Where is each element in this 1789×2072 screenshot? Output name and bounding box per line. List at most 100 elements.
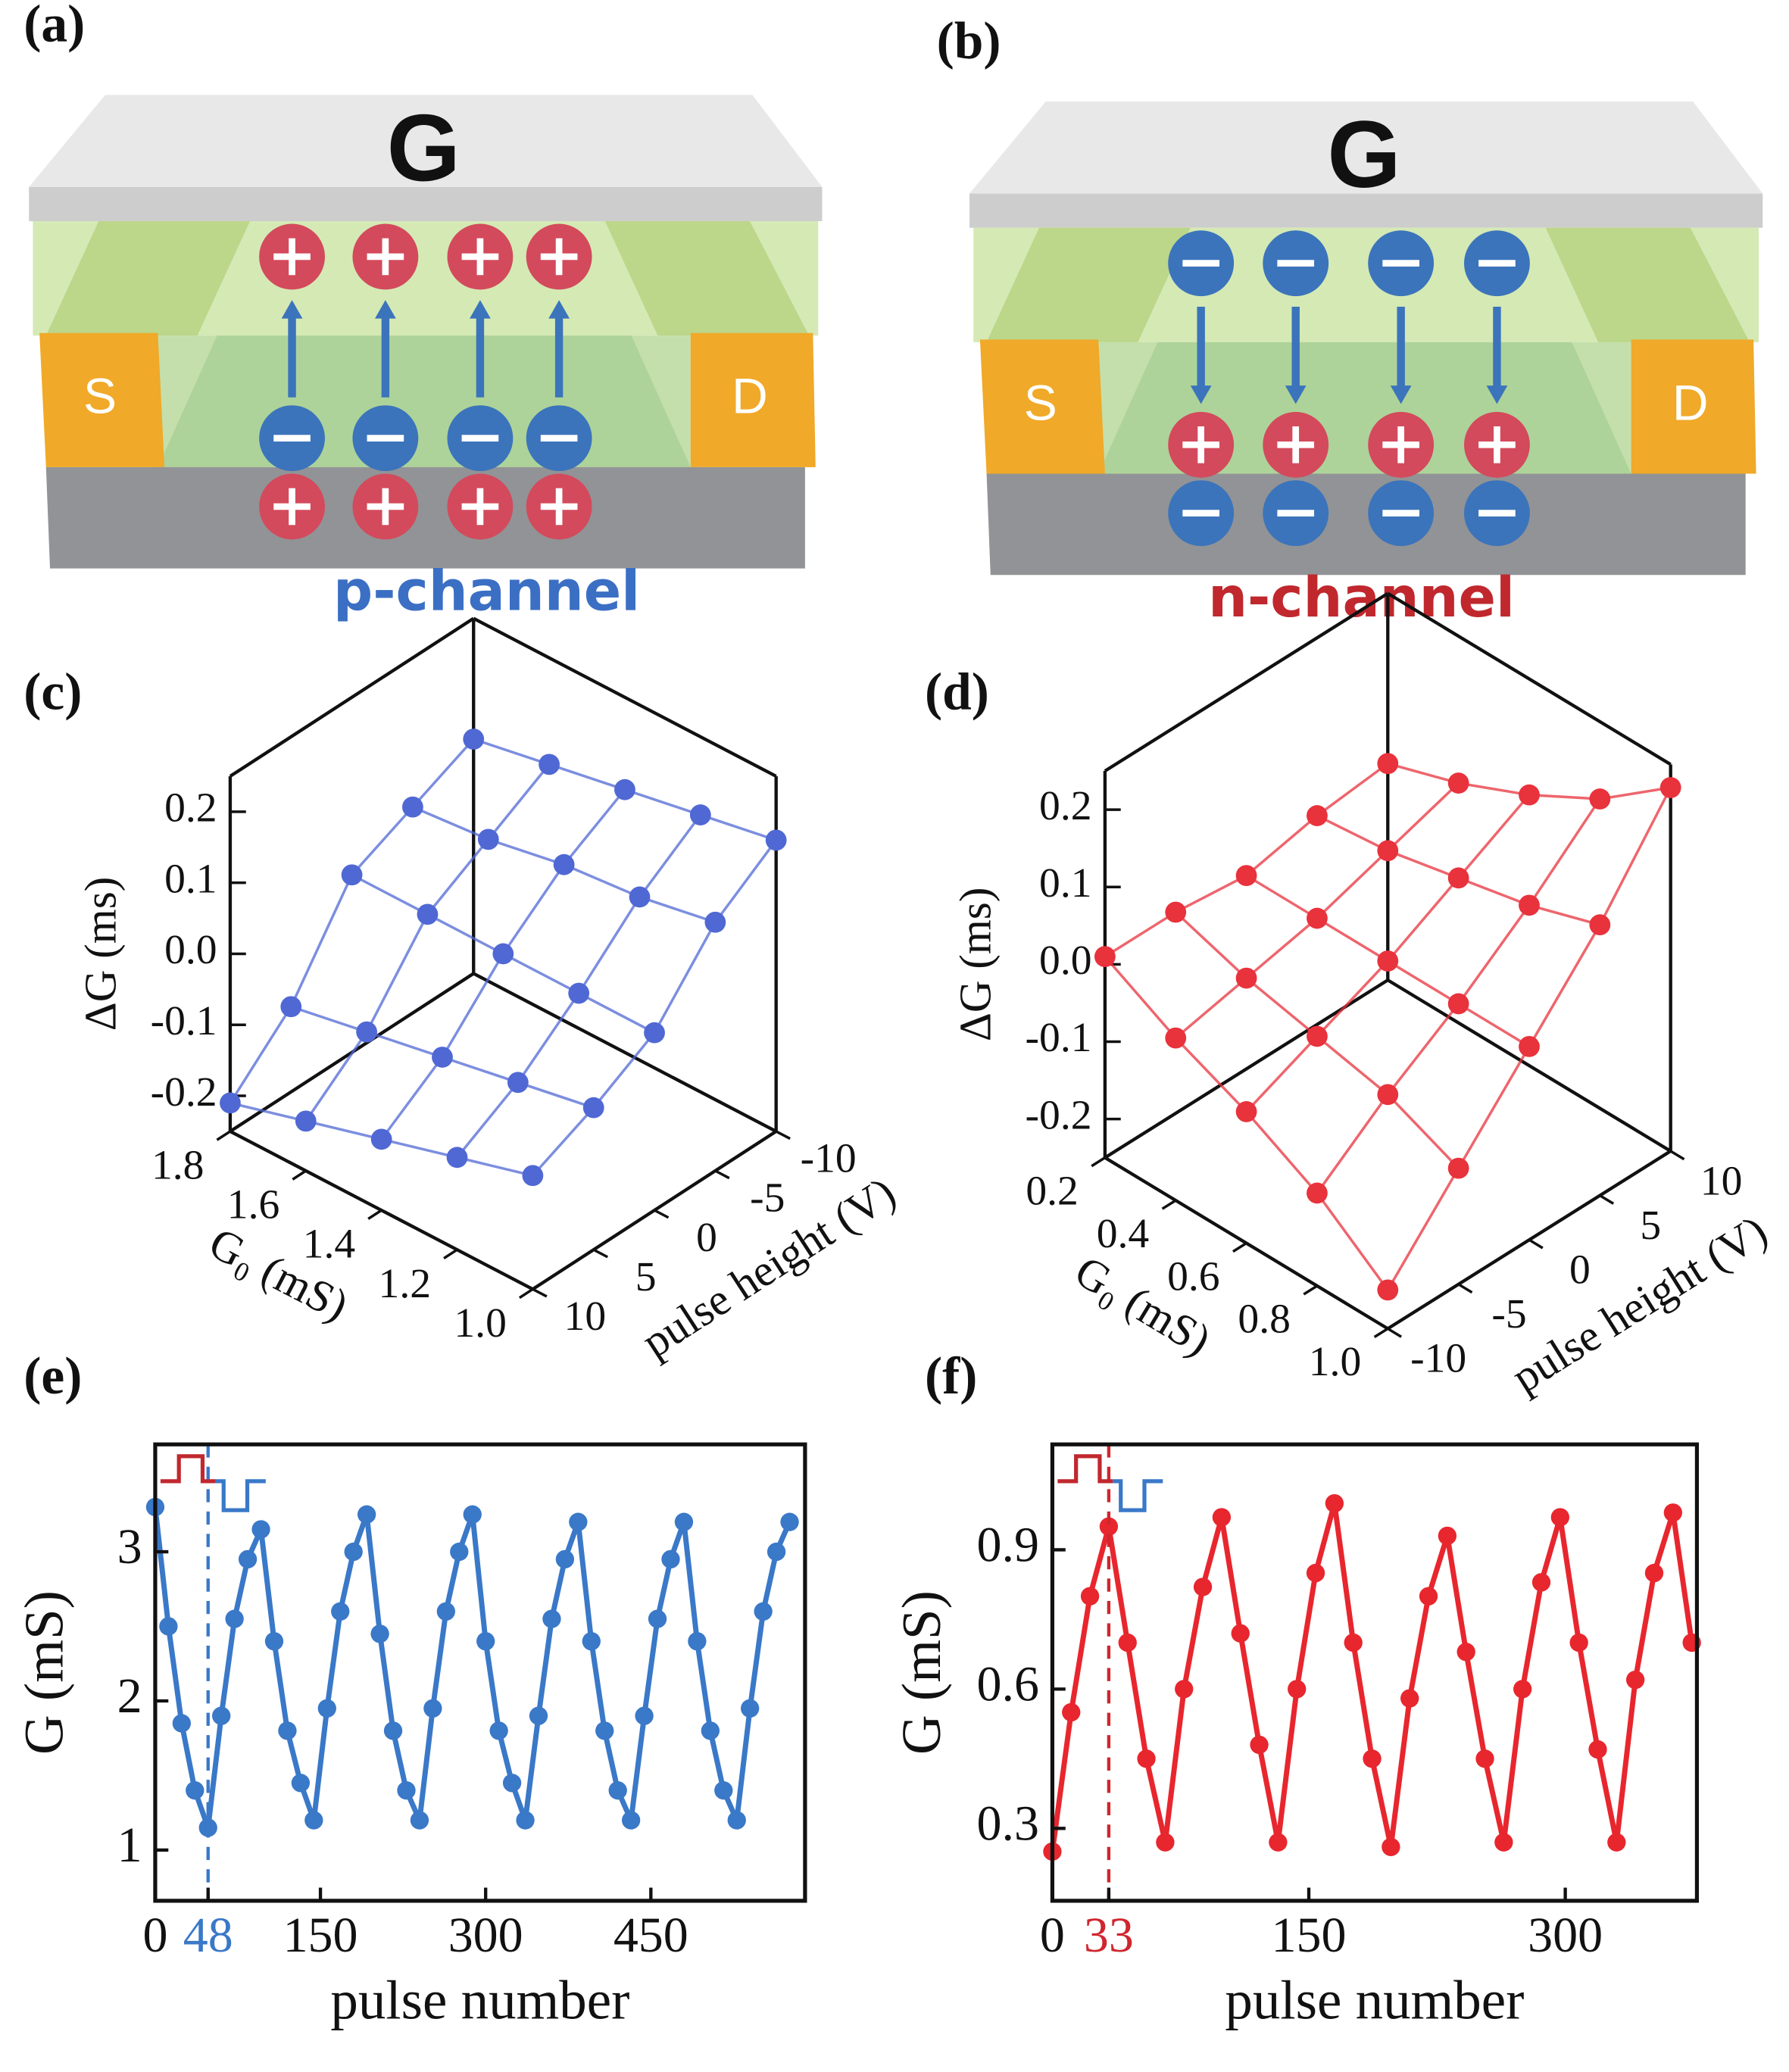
data-point — [1377, 1279, 1399, 1301]
data-point — [1235, 967, 1257, 989]
drain-label: D — [732, 368, 768, 424]
y-tick — [1528, 1238, 1544, 1250]
z-tick-label: -0.1 — [1026, 1014, 1092, 1061]
x-tick-label: 0.4 — [1097, 1210, 1149, 1257]
data-point — [704, 911, 726, 933]
data-point — [1382, 1837, 1400, 1856]
gate-label: G — [387, 95, 461, 201]
data-point — [1644, 1563, 1664, 1583]
gate-top — [29, 95, 823, 187]
x-tick-label: 0 — [1040, 1908, 1065, 1963]
pulse-up — [160, 1454, 216, 1484]
data-point — [1531, 1573, 1551, 1592]
y-tick — [1457, 1283, 1473, 1294]
y-tick-label: 5 — [1640, 1202, 1661, 1249]
arrow-head — [374, 300, 396, 319]
data-point — [1519, 1036, 1540, 1057]
data-point — [1494, 1833, 1513, 1852]
data-point — [370, 1624, 389, 1643]
substrate — [986, 473, 1746, 576]
data-point — [1306, 1563, 1325, 1583]
x-tick-label: 1.8 — [151, 1141, 204, 1188]
box-edge — [1104, 591, 1389, 772]
box-edge — [1387, 591, 1672, 766]
data-line — [1049, 1503, 1695, 1852]
y-axis-title: G (mS) — [14, 1590, 75, 1755]
x-tick-label: 48 — [183, 1908, 233, 1963]
panel-label: (c) — [23, 663, 82, 722]
x-tick-label: 1.0 — [454, 1300, 506, 1346]
y-tick-label: -10 — [1410, 1335, 1466, 1382]
pulse-down — [215, 1479, 266, 1512]
x-tick — [292, 1169, 307, 1181]
data-point — [1269, 1833, 1288, 1852]
data-point — [1377, 1084, 1399, 1106]
data-point — [489, 1721, 508, 1740]
z-tick-label: 0.0 — [164, 926, 217, 973]
data-point — [1550, 1508, 1569, 1527]
dielectric-side — [604, 221, 810, 336]
data-point — [539, 754, 560, 775]
y-tick-label: -5 — [750, 1175, 785, 1222]
data-point — [1288, 1680, 1307, 1699]
x-tick-label: 150 — [283, 1908, 358, 1963]
data-point — [251, 1520, 270, 1539]
box-edge — [229, 616, 475, 778]
data-point — [295, 1110, 317, 1132]
x-tick-label: 1.6 — [227, 1181, 279, 1228]
data-point — [553, 853, 575, 875]
data-point — [492, 943, 514, 965]
arrow-head — [1190, 385, 1212, 404]
data-point — [1307, 805, 1328, 826]
data-point — [516, 1811, 535, 1830]
x-tick-label: 1.4 — [303, 1221, 355, 1268]
data-point — [1447, 993, 1469, 1015]
plot-frame — [1050, 1442, 1700, 1903]
mesh-row — [304, 763, 551, 1122]
data-point — [766, 1542, 786, 1562]
panel-label: (b) — [937, 12, 1001, 70]
data-point — [1212, 1508, 1232, 1527]
data-point — [344, 1542, 363, 1562]
x-tick — [1161, 1199, 1177, 1210]
box-edge — [473, 972, 777, 1133]
z-axis-title: ΔG (ms) — [75, 877, 125, 1031]
data-point — [621, 1811, 641, 1830]
data-point — [1235, 865, 1257, 887]
dielectric-side — [1545, 227, 1750, 342]
data-point — [1377, 950, 1399, 972]
box-edge — [473, 616, 777, 778]
data-point — [1377, 753, 1399, 775]
data-point — [1513, 1680, 1532, 1699]
data-point — [1447, 1157, 1469, 1179]
z-tick-label: 0.2 — [1039, 782, 1091, 829]
z-axis-title: ΔG (ms) — [950, 888, 1000, 1042]
data-point — [569, 1512, 588, 1531]
data-point — [1118, 1633, 1137, 1652]
data-point — [1589, 914, 1611, 936]
plot-frame — [153, 1442, 807, 1903]
x-tick-label: 300 — [1528, 1908, 1603, 1963]
drain-label: D — [1672, 374, 1709, 430]
data-point — [765, 829, 787, 851]
data-point — [1456, 1643, 1475, 1662]
data-point — [476, 1632, 495, 1651]
data-point — [555, 1549, 575, 1569]
gate-front — [969, 193, 1763, 228]
y-tick — [1669, 1150, 1685, 1161]
z-tick-label: 0.1 — [1039, 860, 1091, 906]
data-point — [1231, 1624, 1250, 1643]
y-tick — [592, 1248, 608, 1259]
y-tick-label: 0.6 — [977, 1656, 1039, 1712]
data-point — [356, 1021, 378, 1043]
data-point — [357, 1505, 376, 1524]
panel-label: (a) — [23, 0, 85, 53]
x-tick — [216, 1130, 231, 1141]
arrow-head — [281, 300, 303, 319]
y-tick — [654, 1209, 670, 1219]
device: G S Dp-channel — [29, 95, 823, 623]
data-point — [1165, 901, 1187, 923]
y-tick-label: 0.9 — [977, 1518, 1039, 1573]
x-tick — [1373, 1327, 1389, 1338]
